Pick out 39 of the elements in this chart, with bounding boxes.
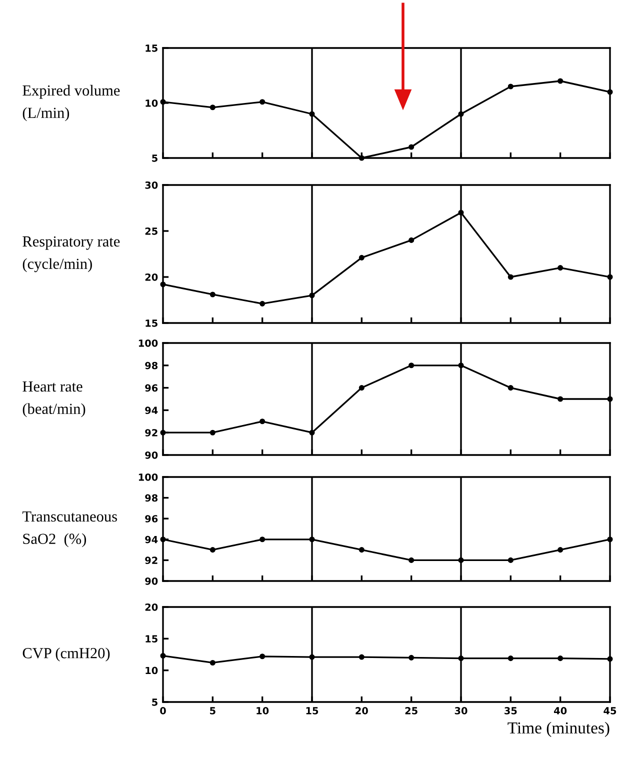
x-tick-label: 35: [504, 707, 517, 714]
x-tick-label: 5: [210, 707, 216, 714]
y-tick-label: 25: [145, 227, 158, 235]
y-tick-label: 94: [145, 406, 158, 414]
x-tick-label: 40: [554, 707, 567, 714]
x-tick-label: 0: [160, 707, 166, 714]
x-tick-label: 20: [356, 707, 368, 714]
x-tick-label: 15: [306, 707, 318, 714]
y-tick-label: 30: [145, 181, 158, 189]
y-axis-title: Respiratory rate (cycle/min): [22, 236, 120, 272]
y-tick-label: 15: [146, 635, 158, 642]
y-tick-label: 98: [145, 362, 158, 370]
y-tick-label: 100: [138, 339, 158, 347]
y-tick-label: 5: [152, 698, 158, 706]
y-axis-title: CVP (cmH20): [22, 648, 110, 662]
y-tick-label: 15: [146, 44, 158, 52]
y-tick-label: 15: [146, 320, 158, 327]
y-tick-label: 96: [145, 384, 158, 392]
y-tick-label: 20: [145, 273, 158, 281]
x-tick-label: 25: [405, 707, 418, 714]
x-tick-label: 10: [256, 707, 269, 714]
y-tick-label: 5: [152, 154, 158, 162]
y-tick-label: 10: [146, 666, 158, 674]
y-tick-label: 100: [138, 473, 158, 481]
y-axis-title: Expired volume (L/min): [22, 84, 120, 122]
x-tick-label: 30: [454, 707, 468, 714]
y-axis-title: Transcutaneous SaO2 (%): [22, 512, 117, 548]
x-axis-title: Time (minutes): [508, 722, 610, 737]
x-tick-label: 45: [604, 707, 616, 714]
y-tick-label: 94: [145, 536, 158, 544]
y-tick-label: 10: [146, 99, 158, 107]
y-tick-label: 90: [145, 451, 158, 459]
y-tick-label: 20: [145, 603, 158, 611]
y-tick-label: 92: [145, 556, 158, 564]
y-tick-label: 98: [145, 494, 158, 502]
y-axis-title: Heart rate (beat/min): [22, 382, 86, 418]
y-tick-label: 96: [145, 515, 158, 522]
y-tick-label: 90: [145, 577, 158, 585]
y-tick-label: 92: [145, 429, 158, 436]
